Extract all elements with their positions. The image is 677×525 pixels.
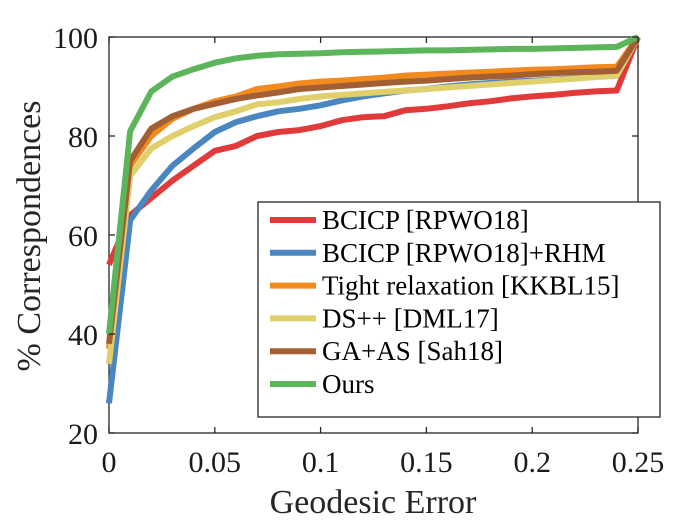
y-tick-label: 100 xyxy=(53,22,98,55)
y-tick-label: 20 xyxy=(68,418,98,451)
y-tick-label: 80 xyxy=(68,121,98,154)
x-tick-label: 0.2 xyxy=(513,446,551,479)
x-axis-title: Geodesic Error xyxy=(270,484,477,521)
legend-label-2: Tight relaxation [KKBL15] xyxy=(322,271,619,301)
x-tick-label: 0 xyxy=(102,446,117,479)
series-layer xyxy=(106,34,641,404)
axes: 0 0.05 0.1 0.15 0.2 0.25 20 40 60 80 100 xyxy=(53,22,664,479)
series-line-4 xyxy=(106,35,641,345)
legend-label-0: BCICP [RPWO18] xyxy=(322,205,529,235)
x-tick-label: 0.25 xyxy=(612,446,665,479)
legend-label-3: DS++ [DML17] xyxy=(322,303,499,333)
x-tick-label: 0.1 xyxy=(302,446,340,479)
y-axis-title: % Correspondences xyxy=(11,101,48,372)
x-tick-label: 0.15 xyxy=(400,446,453,479)
legend-label-5: Ours xyxy=(322,369,375,399)
series-line-3 xyxy=(106,35,641,365)
series-line-5 xyxy=(106,34,640,335)
series-line-0 xyxy=(106,35,641,266)
legend-label-4: GA+AS [Sah18] xyxy=(322,336,503,366)
x-tick-label: 0.05 xyxy=(189,446,242,479)
y-tick-label: 60 xyxy=(68,220,98,253)
y-tick-label: 40 xyxy=(68,319,98,352)
legend-label-1: BCICP [RPWO18]+RHM xyxy=(322,238,606,268)
legend-box xyxy=(257,201,661,418)
